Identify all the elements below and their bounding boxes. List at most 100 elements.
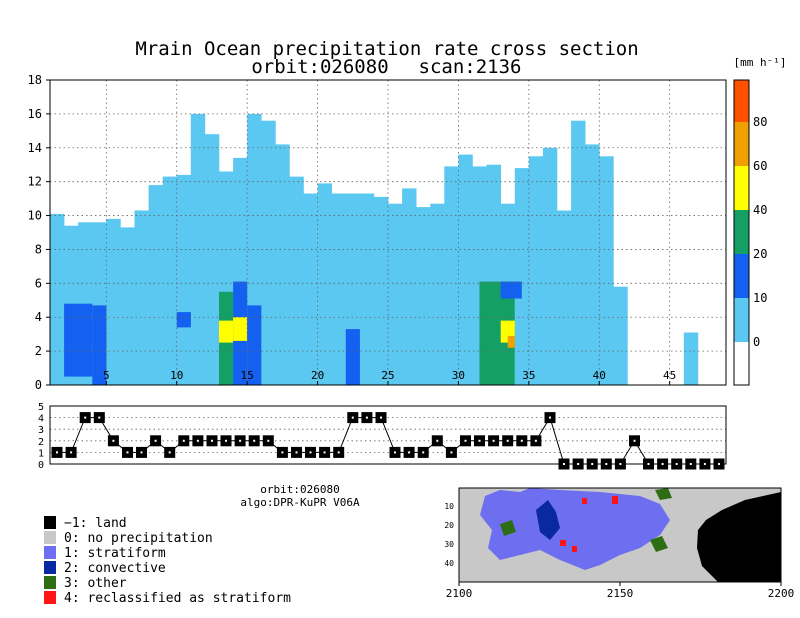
type-marker-dot: [380, 416, 382, 419]
colorbar-swatch: [734, 210, 749, 254]
rain-column: [557, 210, 572, 385]
type-marker-dot: [675, 463, 678, 465]
orbit-title: orbit:026080: [251, 56, 388, 78]
legend-label: 2: convective: [64, 561, 166, 576]
type-y-tick-label: 1: [38, 448, 44, 459]
map-reclassified-3: [560, 540, 566, 546]
main-x-tick-label: 5: [103, 369, 110, 382]
colorbar-swatch: [734, 298, 749, 342]
main-y-tick-label: 2: [35, 344, 42, 358]
map-x-tick-label: 2100: [446, 587, 473, 600]
type-marker-dot: [323, 451, 326, 454]
main-y-tick-label: 8: [35, 242, 42, 256]
rain-column: [599, 156, 614, 386]
legend-swatch: [44, 561, 56, 574]
rain-column: [289, 176, 304, 385]
type-marker-dot: [450, 451, 453, 454]
colorbar-swatch: [734, 166, 749, 210]
colorbar-labels: 0 10 20 40 60 80: [753, 115, 767, 349]
type-y-tick-label: 4: [38, 414, 44, 425]
type-marker-dot: [647, 463, 650, 465]
colorbar-label: 0: [753, 335, 760, 349]
main-y-tick-label: 16: [28, 107, 42, 121]
swath-map: 10 20 30 40 2100 2150 2200: [444, 487, 795, 600]
type-markers: [51, 412, 725, 470]
rain-column: [430, 203, 445, 385]
type-marker-dot: [619, 463, 622, 465]
colorbar-frame: [733, 79, 750, 386]
main-x-tick-label: 45: [663, 369, 676, 382]
type-marker-dot: [506, 439, 509, 442]
type-y-tick-label: 3: [38, 425, 44, 436]
rain-column: [373, 196, 389, 385]
colorbar-swatch: [734, 80, 749, 122]
info-orbit: orbit:026080: [260, 483, 339, 496]
chart-title: Mrain Ocean precipitation rate cross sec…: [135, 38, 638, 60]
type-marker-dot: [563, 463, 565, 465]
rain-column: [359, 193, 375, 385]
rain-column: [134, 210, 149, 385]
type-marker-dot: [70, 451, 73, 454]
main-x-tick-label: 15: [241, 369, 254, 382]
map-x-tick-label: 2150: [607, 587, 634, 600]
type-marker-dot: [239, 439, 242, 442]
legend-swatch: [44, 576, 56, 589]
rain-column: [176, 174, 192, 385]
map-x-tick-label: 2200: [768, 587, 795, 600]
rain-column: [444, 166, 459, 385]
main-y-tick-label: 12: [28, 175, 42, 189]
type-marker-dot: [408, 451, 411, 454]
type-marker-dot: [351, 416, 354, 419]
type-marker-dot: [295, 451, 298, 454]
rain-column: [120, 227, 135, 385]
map-land: [697, 492, 781, 582]
map-y-ticks: 10 20 30 40: [444, 502, 454, 568]
type-marker-dot: [478, 439, 481, 442]
type-marker-dot: [591, 463, 594, 465]
colorbar-swatch: [734, 122, 749, 166]
rain-column: [275, 144, 290, 385]
type-marker-dot: [577, 463, 580, 465]
rain-block: [500, 281, 522, 299]
type-marker-dot: [267, 439, 270, 442]
main-y-tick-label: 4: [35, 310, 42, 324]
rain-block: [64, 303, 93, 377]
colorbar-swatch: [734, 254, 749, 298]
scan-title: scan:2136: [419, 56, 522, 78]
type-marker-dot: [56, 451, 58, 454]
type-marker-dot: [211, 439, 213, 442]
map-y-tick-label: 40: [444, 559, 454, 568]
type-marker-dot: [126, 451, 129, 454]
type-marker-dot: [422, 451, 425, 454]
type-marker-dot: [718, 463, 720, 465]
rain-column: [571, 120, 586, 385]
main-x-ticks: 5 10 15 20 25 30 35 40 45: [103, 369, 676, 385]
rain-column: [148, 185, 163, 385]
rain-column: [204, 134, 220, 385]
type-grid: [50, 417, 726, 453]
type-marker-dot: [309, 451, 312, 454]
rain-column: [528, 156, 544, 386]
rain-column: [585, 144, 600, 385]
main-y-tick-label: 14: [28, 141, 42, 155]
colorbar-label: 80: [753, 115, 767, 129]
main-y-tick-label: 6: [35, 276, 42, 290]
map-other-area-2: [650, 536, 668, 552]
rain-block: [507, 335, 515, 348]
main-y-tick-label: 18: [28, 73, 42, 87]
type-marker-dot: [84, 416, 87, 419]
rain-block: [233, 317, 248, 341]
main-y-tick-label: 0: [35, 378, 42, 392]
main-y-ticks: 0 2 4 6 8 10 12 14 16 18: [28, 73, 50, 392]
legend-label: 1: stratiform: [64, 546, 166, 561]
type-marker-dot: [196, 439, 199, 442]
type-marker-dot: [492, 439, 495, 442]
colorbar-swatch: [734, 342, 749, 385]
rain-column: [613, 286, 628, 385]
map-reclassified-1: [612, 496, 618, 504]
rain-column: [416, 207, 431, 385]
